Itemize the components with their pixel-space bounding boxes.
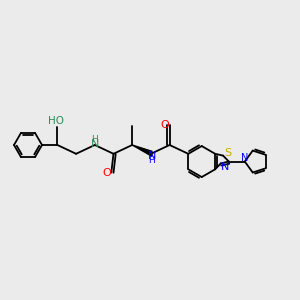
Text: N: N (148, 151, 156, 161)
Text: O: O (160, 120, 169, 130)
Text: S: S (225, 148, 232, 158)
Polygon shape (132, 145, 152, 156)
Text: N: N (91, 139, 99, 149)
Text: H: H (92, 134, 98, 143)
Text: O: O (102, 167, 111, 178)
Text: HO: HO (48, 116, 64, 126)
Text: H: H (148, 156, 155, 165)
Text: N: N (220, 162, 229, 172)
Text: N: N (242, 152, 249, 163)
